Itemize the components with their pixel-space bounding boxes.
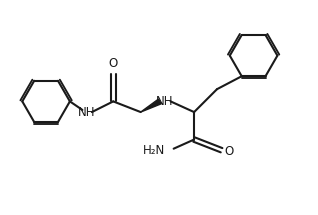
Text: O: O [109,57,118,70]
Text: O: O [225,145,234,158]
Text: H₂N: H₂N [143,144,165,157]
Polygon shape [141,99,161,112]
Text: NH: NH [78,106,95,119]
Text: NH: NH [156,95,174,108]
